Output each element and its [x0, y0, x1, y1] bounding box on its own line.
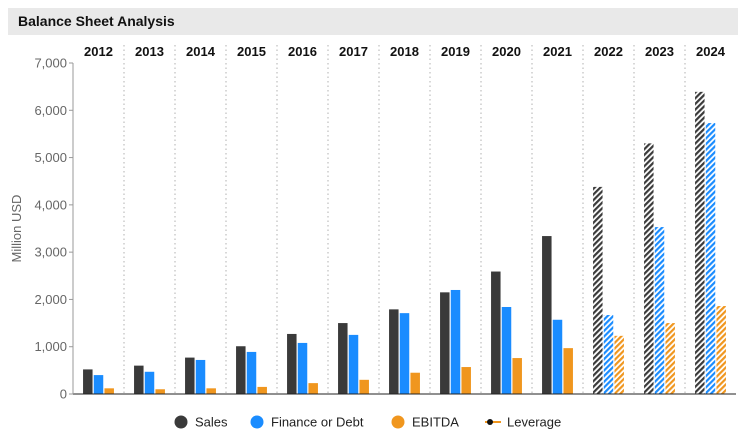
bar-sales-2021[interactable]	[542, 236, 552, 394]
legend-marker	[174, 415, 188, 429]
bar-debt-2013[interactable]	[144, 371, 155, 394]
legend-item-leverage[interactable]: Leverage	[485, 415, 561, 430]
bar-ebitda-2020[interactable]	[512, 358, 522, 394]
bar-sales-2022[interactable]	[593, 186, 603, 394]
category-label: 2024	[696, 44, 726, 59]
y-tick-label: 3,000	[34, 245, 67, 260]
bar-ebitda-2015[interactable]	[257, 386, 267, 394]
category-label: 2015	[237, 44, 266, 59]
y-tick-label: 1,000	[34, 339, 67, 354]
legend-marker-dot	[487, 419, 493, 425]
bar-ebitda-2012[interactable]	[104, 388, 114, 394]
category-label: 2021	[543, 44, 572, 59]
bars-layer	[83, 91, 726, 394]
bar-sales-2020[interactable]	[491, 271, 501, 394]
legend-item-sales[interactable]: Sales	[174, 415, 229, 430]
category-label: 2023	[645, 44, 674, 59]
bar-ebitda-2024[interactable]	[716, 306, 726, 394]
bar-ebitda-2014[interactable]	[206, 388, 216, 394]
bar-debt-2024[interactable]	[705, 123, 716, 394]
category-label: 2013	[135, 44, 164, 59]
legend-label: Leverage	[507, 415, 561, 430]
category-label: 2016	[288, 44, 317, 59]
y-tick-label: 5,000	[34, 150, 67, 165]
legend-label: Sales	[195, 415, 228, 430]
chart-title: Balance Sheet Analysis	[18, 13, 175, 29]
y-tick-label: 2,000	[34, 292, 67, 307]
y-tick-label: 0	[60, 387, 67, 402]
bar-debt-2014[interactable]	[195, 359, 206, 394]
bar-debt-2017[interactable]	[348, 334, 359, 394]
bar-debt-2012[interactable]	[93, 375, 104, 394]
bar-ebitda-2022[interactable]	[614, 335, 624, 394]
bar-debt-2019[interactable]	[450, 289, 461, 394]
axis-layer: 0 1,000 2,000 3,000 4,000 5,000 6,000 7,000 Mill…	[9, 44, 736, 402]
bar-ebitda-2018[interactable]	[410, 372, 420, 394]
chart-title-bar: Balance Sheet Analysis	[8, 8, 738, 35]
bar-debt-2015[interactable]	[246, 351, 257, 394]
bar-sales-2016[interactable]	[287, 333, 297, 394]
category-label: 2012	[84, 44, 113, 59]
y-tick-label: 4,000	[34, 197, 67, 212]
legend-marker	[391, 415, 405, 429]
bar-debt-2018[interactable]	[399, 313, 410, 394]
category-label: 2019	[441, 44, 470, 59]
y-tick-label: 6,000	[34, 103, 67, 118]
bar-debt-2023[interactable]	[654, 227, 665, 394]
bar-debt-2021[interactable]	[552, 319, 563, 394]
bar-sales-2023[interactable]	[644, 143, 654, 394]
bar-ebitda-2019[interactable]	[461, 367, 471, 394]
category-label: 2022	[594, 44, 623, 59]
legend-label: Finance or Debt	[271, 415, 364, 430]
bar-debt-2022[interactable]	[603, 315, 614, 394]
category-label: 2020	[492, 44, 521, 59]
legend-item-ebitda[interactable]: EBITDA	[391, 415, 460, 430]
bar-sales-2015[interactable]	[236, 346, 246, 394]
bar-debt-2016[interactable]	[297, 342, 308, 394]
category-label: 2018	[390, 44, 419, 59]
legend[interactable]: Sales Finance or Debt EBITDA Leverage	[174, 415, 562, 430]
legend-item-debt[interactable]: Finance or Debt	[250, 415, 364, 430]
legend-marker	[250, 415, 264, 429]
bar-ebitda-2023[interactable]	[665, 323, 675, 394]
category-label: 2017	[339, 44, 368, 59]
bar-ebitda-2016[interactable]	[308, 383, 318, 394]
bar-debt-2020[interactable]	[501, 306, 512, 394]
bar-ebitda-2021[interactable]	[563, 348, 573, 394]
y-tick-label: 7,000	[34, 56, 67, 71]
bar-sales-2019[interactable]	[440, 292, 450, 394]
category-label: 2014	[186, 44, 216, 59]
bar-sales-2013[interactable]	[134, 365, 144, 394]
bar-sales-2017[interactable]	[338, 323, 348, 394]
bar-sales-2012[interactable]	[83, 369, 93, 394]
y-axis-label: Million USD	[9, 195, 24, 263]
bar-sales-2024[interactable]	[695, 91, 705, 394]
bar-ebitda-2017[interactable]	[359, 379, 369, 394]
bar-sales-2018[interactable]	[389, 309, 399, 394]
legend-label: EBITDA	[412, 415, 459, 430]
bar-ebitda-2013[interactable]	[155, 389, 165, 394]
bar-sales-2014[interactable]	[185, 357, 195, 394]
